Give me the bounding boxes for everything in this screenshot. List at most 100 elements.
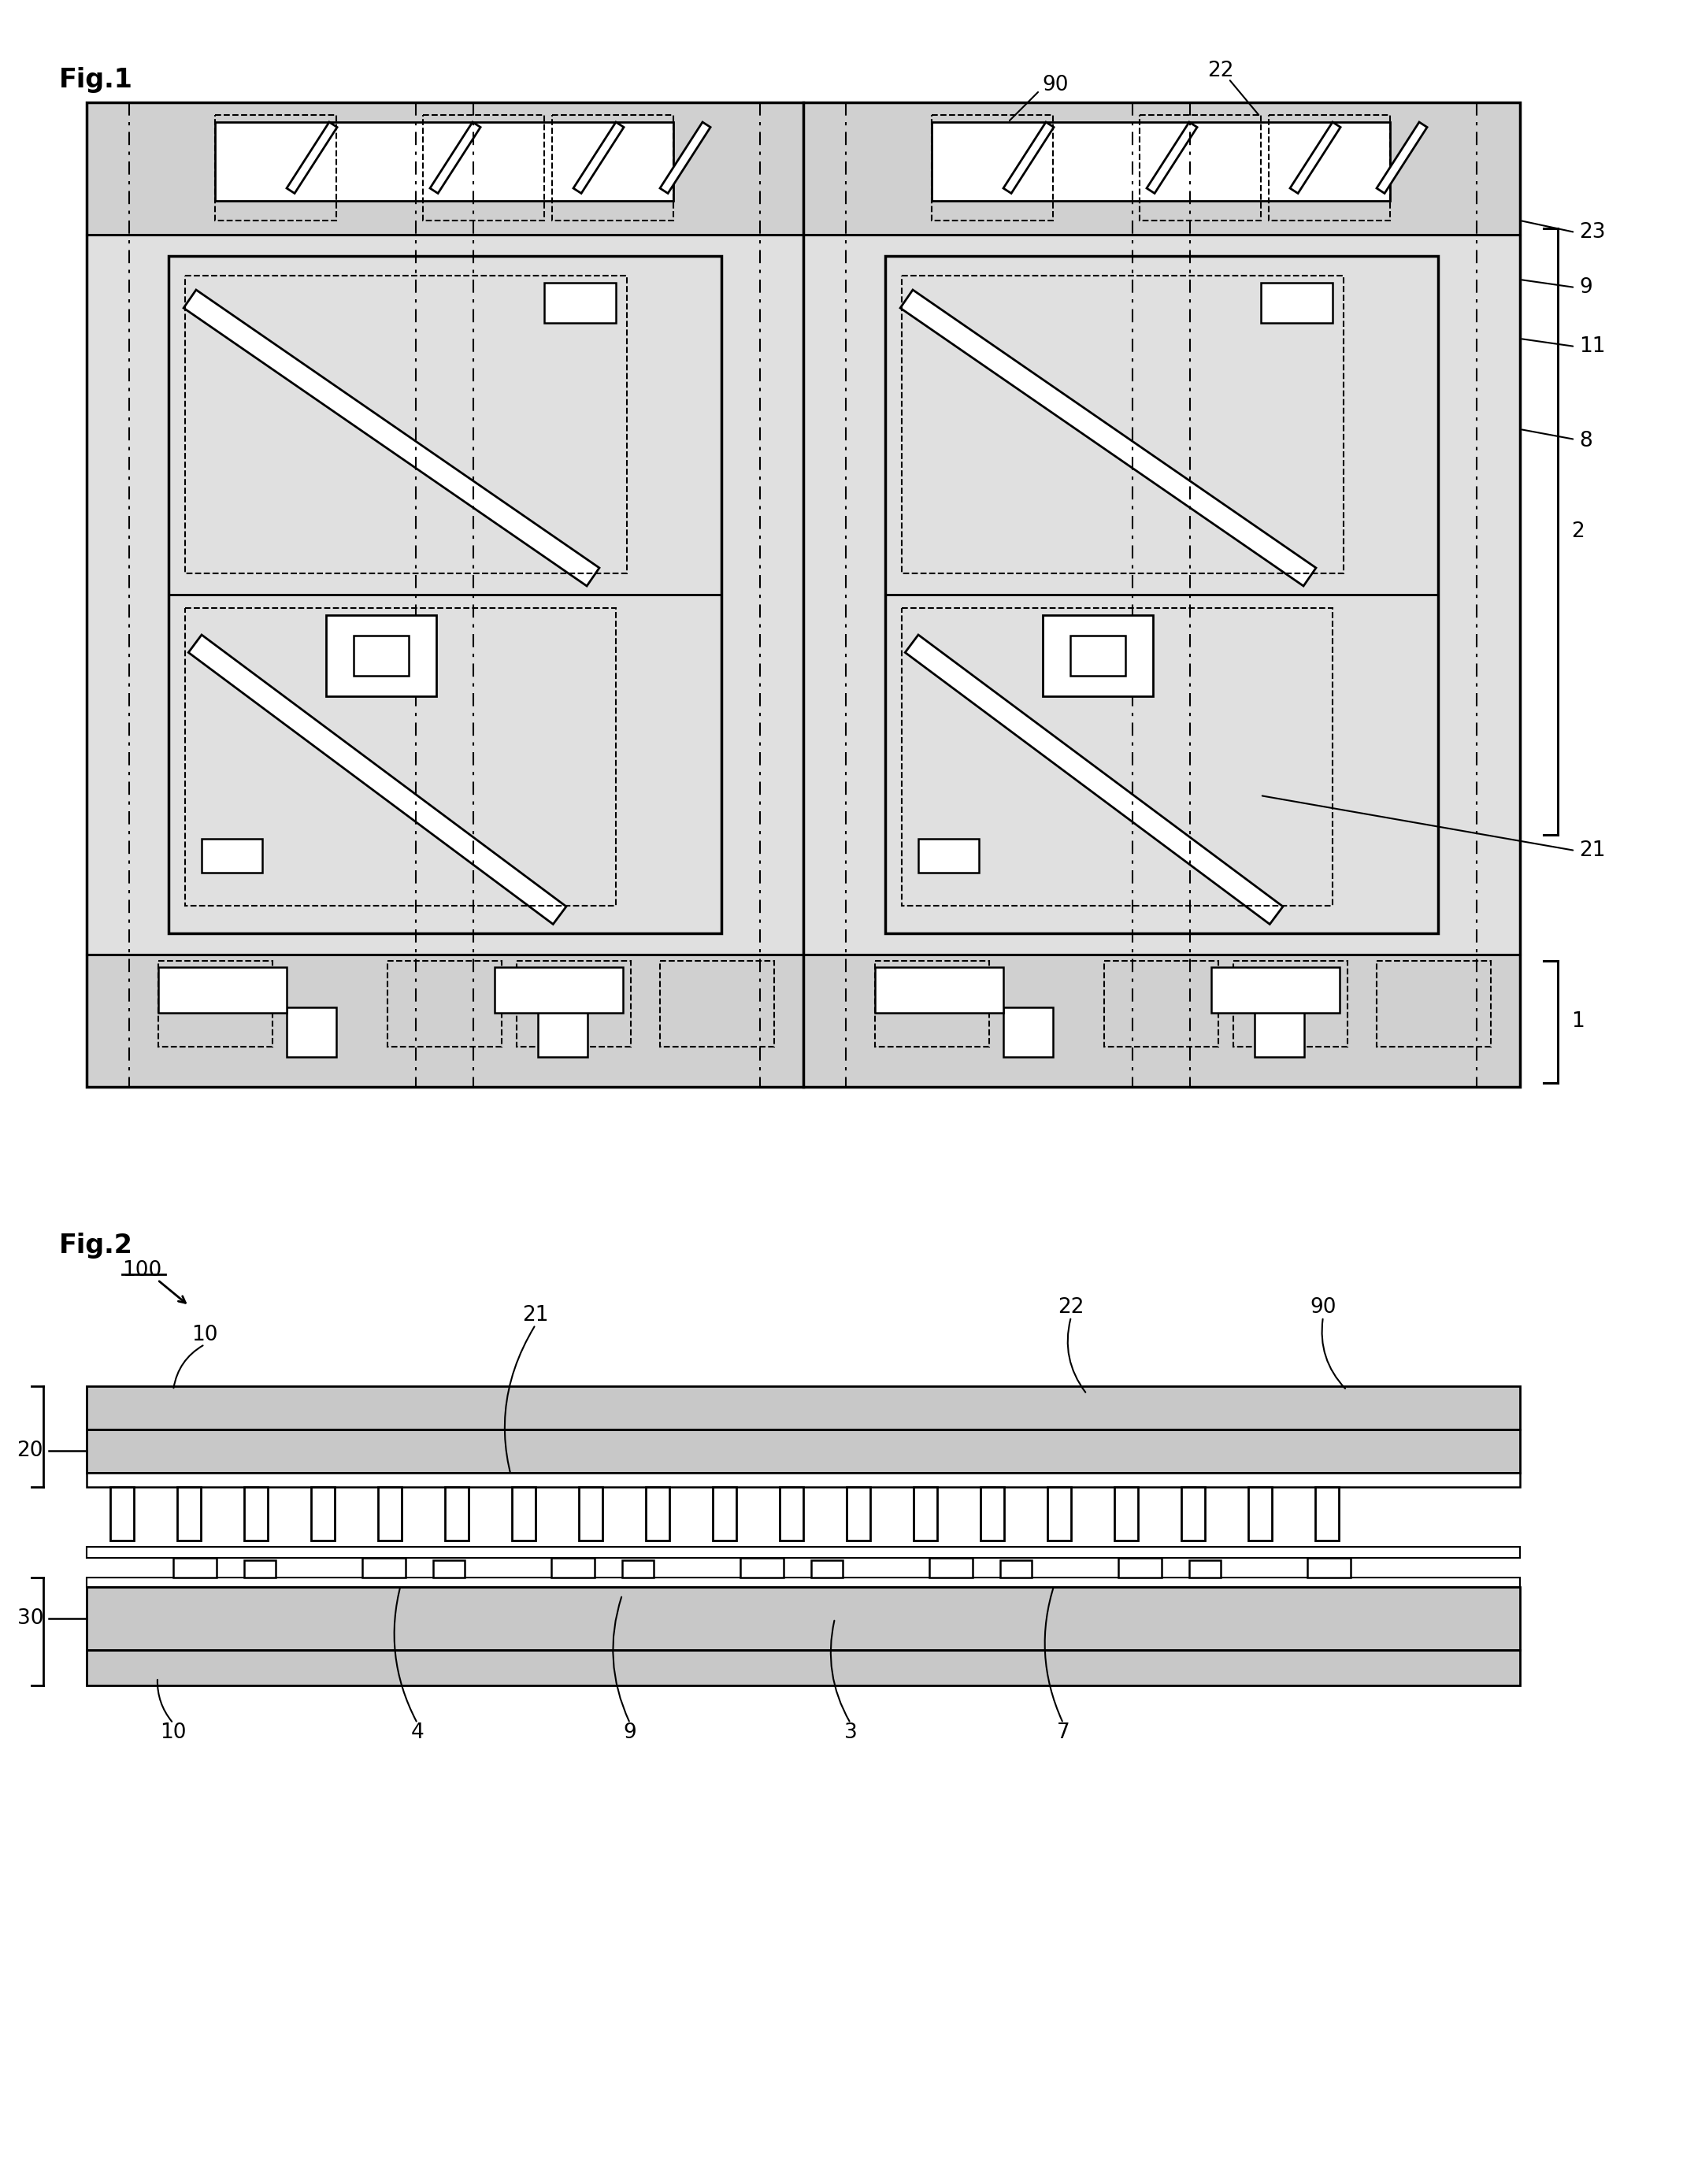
Bar — [885, 256, 1437, 933]
Text: 100: 100 — [123, 1260, 162, 1280]
Bar — [86, 1431, 1520, 1472]
Bar — [202, 839, 263, 874]
Bar — [875, 961, 990, 1046]
Bar — [215, 122, 673, 201]
Bar — [1118, 1557, 1161, 1577]
Polygon shape — [188, 636, 565, 924]
Bar — [1261, 282, 1333, 323]
Bar — [353, 636, 409, 675]
Bar — [86, 954, 803, 1088]
Bar — [932, 116, 1054, 221]
Bar — [803, 954, 1520, 1088]
Bar — [185, 275, 626, 574]
Bar — [86, 1649, 1520, 1686]
Polygon shape — [574, 122, 624, 194]
Bar — [215, 116, 337, 221]
Bar — [86, 1649, 1520, 1686]
Polygon shape — [1377, 122, 1427, 194]
Text: 90: 90 — [1309, 1297, 1336, 1317]
Polygon shape — [905, 636, 1282, 924]
Polygon shape — [429, 122, 480, 194]
Bar — [86, 1577, 1520, 1588]
Text: 2: 2 — [1572, 522, 1584, 542]
Polygon shape — [183, 290, 599, 585]
Bar — [646, 1487, 670, 1540]
Bar — [86, 1546, 1520, 1557]
Bar — [1000, 1559, 1032, 1577]
Text: 7: 7 — [1057, 1723, 1070, 1743]
Bar — [86, 1588, 1520, 1649]
Bar — [517, 961, 631, 1046]
Text: 1: 1 — [1572, 1011, 1584, 1033]
Bar — [86, 103, 1520, 1088]
Bar — [1234, 961, 1348, 1046]
Text: 4: 4 — [411, 1723, 424, 1743]
Bar — [741, 1557, 784, 1577]
Bar — [847, 1487, 870, 1540]
Bar — [1181, 1487, 1205, 1540]
Bar — [1314, 1487, 1340, 1540]
Bar — [158, 968, 286, 1013]
Bar — [86, 1387, 1520, 1431]
Bar — [1047, 1487, 1070, 1540]
Bar — [914, 1487, 937, 1540]
Bar — [1104, 961, 1218, 1046]
Bar — [779, 1487, 803, 1540]
Text: 30: 30 — [17, 1607, 44, 1629]
Polygon shape — [1003, 122, 1054, 194]
Bar — [244, 1487, 268, 1540]
Bar — [168, 256, 722, 933]
Bar — [1114, 1487, 1138, 1540]
Text: 9: 9 — [1579, 277, 1592, 297]
Bar — [544, 282, 616, 323]
Text: 10: 10 — [192, 1326, 219, 1345]
Text: 21: 21 — [1579, 841, 1606, 860]
Polygon shape — [660, 122, 710, 194]
Bar — [803, 103, 1520, 234]
Bar — [512, 1487, 535, 1540]
Polygon shape — [286, 122, 337, 194]
Bar — [422, 116, 544, 221]
Bar — [1249, 1487, 1272, 1540]
Bar — [539, 1007, 587, 1057]
Bar — [919, 839, 980, 874]
Bar — [712, 1487, 737, 1540]
Bar — [86, 1431, 1520, 1472]
Text: 23: 23 — [1579, 223, 1606, 242]
Bar — [811, 1559, 843, 1577]
Bar — [86, 1472, 1520, 1487]
Polygon shape — [1289, 122, 1340, 194]
Bar — [1269, 116, 1390, 221]
Bar — [327, 616, 436, 697]
Bar — [981, 1487, 1005, 1540]
Text: 8: 8 — [1579, 430, 1592, 452]
Text: 11: 11 — [1579, 336, 1606, 356]
Bar — [86, 103, 803, 234]
Text: Fig.1: Fig.1 — [59, 68, 133, 94]
Text: 21: 21 — [522, 1306, 549, 1326]
Bar — [86, 103, 1520, 1088]
Bar — [932, 122, 1390, 201]
Text: 90: 90 — [1042, 74, 1069, 96]
Polygon shape — [1146, 122, 1197, 194]
Bar — [244, 1559, 276, 1577]
Bar — [803, 234, 1520, 954]
Bar — [86, 1588, 1520, 1649]
Bar — [660, 961, 774, 1046]
Bar — [177, 1487, 200, 1540]
Text: Fig.2: Fig.2 — [59, 1232, 133, 1258]
Bar — [111, 1487, 135, 1540]
Bar — [902, 607, 1333, 906]
Bar — [1212, 968, 1340, 1013]
Bar — [623, 1559, 653, 1577]
Bar — [495, 968, 623, 1013]
Bar — [1377, 961, 1491, 1046]
Bar — [1003, 1007, 1054, 1057]
Text: 9: 9 — [623, 1723, 636, 1743]
Bar — [552, 116, 673, 221]
Bar — [1254, 1007, 1304, 1057]
Text: 10: 10 — [160, 1723, 187, 1743]
Text: 22: 22 — [1059, 1297, 1084, 1317]
Text: 22: 22 — [1207, 61, 1234, 81]
Text: 20: 20 — [17, 1441, 44, 1461]
